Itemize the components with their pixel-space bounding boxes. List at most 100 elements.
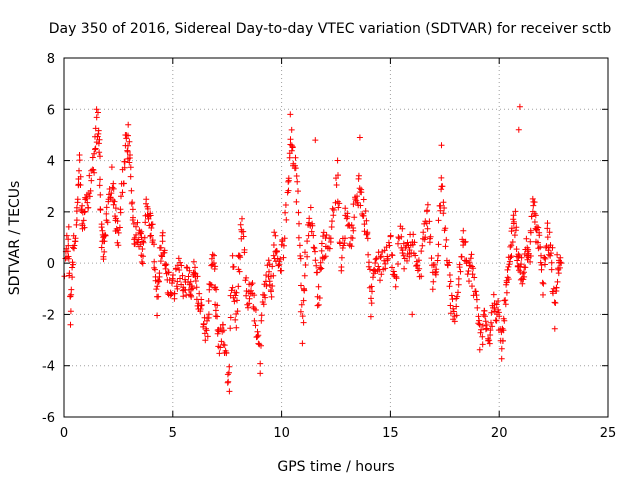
data-point xyxy=(523,235,530,242)
data-point xyxy=(399,225,406,232)
data-point xyxy=(203,327,210,334)
data-point xyxy=(476,321,483,328)
data-point xyxy=(309,220,316,227)
data-point xyxy=(488,309,495,316)
data-point xyxy=(304,238,311,245)
y-tick-label: 0 xyxy=(47,257,55,272)
data-point xyxy=(270,272,277,279)
data-point xyxy=(293,173,300,179)
data-point xyxy=(512,208,519,215)
data-point xyxy=(67,321,74,328)
data-point xyxy=(479,333,486,340)
data-point xyxy=(192,278,199,284)
data-point xyxy=(469,271,476,278)
data-point xyxy=(475,320,482,327)
data-point xyxy=(295,209,302,216)
data-point xyxy=(465,268,472,274)
data-point xyxy=(128,187,135,194)
data-point xyxy=(427,233,434,240)
data-point xyxy=(108,164,115,171)
data-point xyxy=(133,223,139,230)
data-point xyxy=(446,283,453,290)
data-point xyxy=(499,338,506,344)
data-point xyxy=(534,239,541,246)
data-point xyxy=(472,288,479,295)
data-point xyxy=(410,231,417,238)
data-point xyxy=(276,261,283,268)
data-point xyxy=(389,252,396,259)
data-point xyxy=(152,266,158,273)
data-point xyxy=(435,241,442,248)
data-point xyxy=(169,280,175,287)
data-point xyxy=(65,242,72,249)
data-point xyxy=(342,205,349,212)
data-point xyxy=(446,272,453,278)
data-point xyxy=(225,378,232,385)
data-point xyxy=(314,269,321,276)
data-point xyxy=(508,242,515,249)
data-point xyxy=(505,263,512,270)
data-point xyxy=(185,273,192,280)
data-point xyxy=(285,177,292,184)
data-point xyxy=(317,264,324,271)
data-point xyxy=(547,252,554,259)
data-point xyxy=(373,255,380,262)
x-tick-label: 15 xyxy=(382,426,399,441)
data-point xyxy=(73,217,80,224)
data-point xyxy=(495,298,502,304)
data-point xyxy=(205,298,212,304)
data-point xyxy=(92,145,99,152)
data-point xyxy=(98,244,105,251)
data-point xyxy=(395,240,401,247)
chart-title: Day 350 of 2016, Sidereal Day-to-day VTE… xyxy=(49,21,612,37)
data-point xyxy=(172,266,179,273)
data-point xyxy=(422,234,429,241)
data-point xyxy=(435,252,442,259)
data-point xyxy=(142,219,149,226)
data-point xyxy=(369,288,375,295)
data-point xyxy=(220,321,226,328)
data-point xyxy=(334,157,341,164)
data-point xyxy=(223,350,230,357)
data-point xyxy=(502,301,509,308)
data-point xyxy=(510,212,517,219)
data-point xyxy=(437,202,444,209)
data-point xyxy=(404,257,410,264)
data-point xyxy=(288,147,295,154)
data-point xyxy=(440,199,447,206)
data-point xyxy=(73,204,80,211)
data-point xyxy=(326,245,333,252)
data-point xyxy=(72,235,79,242)
data-point xyxy=(262,294,269,301)
data-point xyxy=(400,252,407,259)
data-point xyxy=(299,340,306,347)
data-point xyxy=(362,208,369,214)
data-point xyxy=(117,209,124,216)
data-point xyxy=(170,272,176,278)
data-point xyxy=(528,213,535,220)
data-point xyxy=(101,238,108,245)
data-point xyxy=(496,313,503,320)
data-point xyxy=(74,199,81,206)
data-point xyxy=(270,252,277,259)
y-axis-label: SDTVAR / TECUs xyxy=(7,181,23,296)
data-point xyxy=(423,208,430,215)
data-point xyxy=(64,248,71,255)
data-point xyxy=(69,274,76,281)
data-point xyxy=(518,261,525,268)
data-point xyxy=(527,253,534,259)
data-point xyxy=(190,258,197,265)
data-point xyxy=(111,198,118,205)
data-point xyxy=(299,313,306,320)
data-point xyxy=(87,187,94,194)
data-point xyxy=(200,321,207,328)
data-point xyxy=(98,224,105,231)
data-point xyxy=(474,304,481,311)
data-point xyxy=(365,251,372,258)
data-point xyxy=(202,337,209,344)
data-point xyxy=(124,148,131,155)
data-point xyxy=(295,188,301,195)
data-point xyxy=(176,267,183,273)
data-point xyxy=(65,223,72,230)
